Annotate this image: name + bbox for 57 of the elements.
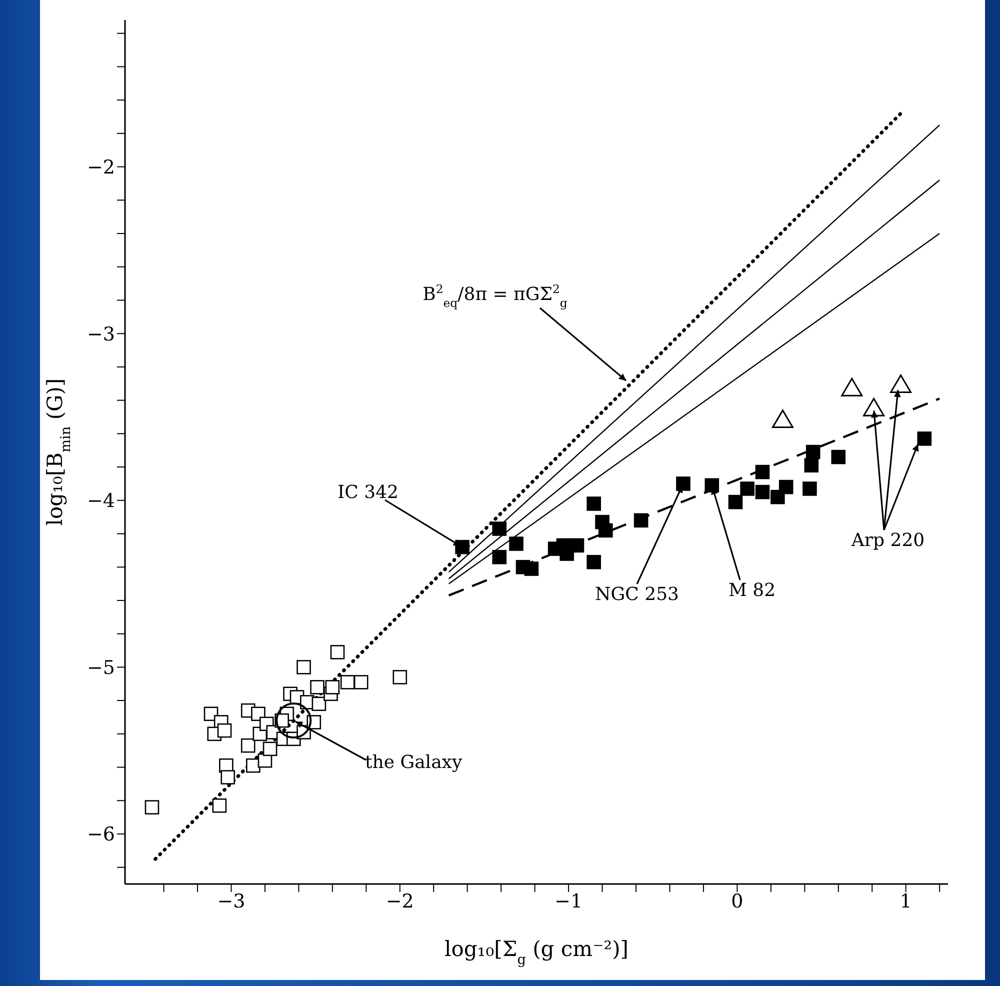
annotation: Arp 220	[850, 530, 925, 551]
point	[570, 538, 584, 553]
y-tick-label: −5	[86, 656, 115, 679]
point	[917, 432, 932, 446]
point	[296, 660, 311, 674]
point	[144, 800, 160, 814]
point	[890, 374, 912, 394]
point	[598, 523, 613, 538]
y-tick-label: −4	[86, 490, 115, 512]
point	[634, 513, 648, 528]
point	[778, 480, 794, 494]
point	[220, 770, 236, 784]
point	[841, 378, 863, 396]
annotation: the Galaxy	[365, 752, 463, 773]
point	[831, 450, 846, 464]
point	[802, 482, 817, 496]
point	[524, 562, 539, 576]
point	[772, 410, 794, 428]
x-tick-label: −2	[386, 890, 414, 912]
annotation: IC 342	[338, 482, 398, 503]
point	[492, 550, 507, 564]
point	[586, 554, 601, 570]
annotation: NGC 253	[595, 584, 679, 605]
point	[755, 464, 770, 480]
point	[330, 645, 345, 660]
point	[676, 476, 690, 491]
point	[310, 680, 324, 694]
point	[586, 496, 601, 511]
point	[728, 494, 743, 510]
y-tick-label: −2	[86, 156, 115, 179]
point	[492, 522, 507, 536]
point	[325, 680, 340, 694]
point	[755, 484, 770, 500]
point	[509, 536, 524, 551]
point	[212, 798, 227, 813]
point	[806, 444, 820, 460]
x-axis-title: log₁₀[Σ$_{g}$ (g cm⁻²)]	[444, 937, 628, 968]
point	[354, 675, 368, 690]
y-tick-label: −3	[86, 323, 115, 346]
point	[740, 482, 754, 496]
point	[704, 478, 720, 493]
point	[340, 675, 355, 690]
point	[863, 398, 885, 416]
point	[240, 738, 256, 753]
x-tick-label: 1	[900, 890, 912, 912]
point	[312, 696, 326, 712]
annotation: M 82	[728, 580, 776, 601]
point	[276, 702, 312, 739]
point	[455, 540, 470, 554]
point	[392, 670, 408, 684]
y-tick-label: −6	[86, 824, 115, 846]
x-tick-label: −3	[217, 890, 246, 912]
x-tick-label: −1	[554, 890, 583, 912]
point	[262, 742, 278, 756]
point	[217, 723, 232, 738]
point	[804, 458, 819, 472]
x-tick-label: 0	[731, 890, 744, 912]
